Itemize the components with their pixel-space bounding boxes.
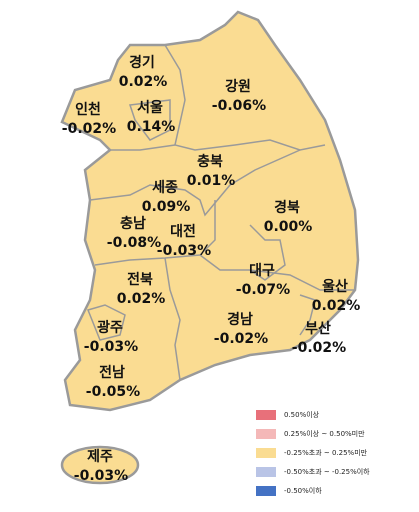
region-name: 강원: [225, 78, 251, 95]
region-name: 인천: [75, 101, 101, 118]
legend-label: 0.50%이상: [284, 410, 320, 419]
legend-label: -0.50%초과 ~ -0.25%이하: [284, 467, 370, 476]
region-value: -0.08%: [107, 235, 161, 251]
region-name: 충북: [197, 154, 223, 170]
region-value: -0.07%: [236, 282, 290, 298]
region-value: 0.02%: [119, 74, 168, 90]
region-value: 0.02%: [312, 298, 361, 314]
region-value: -0.02%: [62, 121, 116, 137]
legend-swatch: [256, 448, 276, 458]
legend-swatch: [256, 467, 276, 477]
region-name: 서울: [137, 99, 163, 116]
legend-label: 0.25%이상 ~ 0.50%미만: [284, 429, 365, 438]
region-name: 충남: [120, 215, 146, 232]
region-name: 부산: [305, 320, 331, 337]
jeju: [60, 445, 140, 485]
borders: [86, 44, 355, 381]
region-name: 광주: [97, 319, 123, 336]
region-value: -0.03%: [157, 243, 211, 259]
region-name: 전남: [99, 364, 125, 381]
region-value: -0.06%: [212, 98, 266, 114]
region-name: 경북: [274, 199, 300, 216]
legend-label: -0.25%초과 ~ 0.25%미만: [284, 448, 368, 457]
region-value: -0.03%: [84, 339, 138, 355]
region-name: 세종: [152, 180, 178, 196]
region-name: 경남: [227, 311, 253, 328]
region-value: 0.09%: [142, 199, 191, 215]
region-name: 제주: [87, 449, 113, 465]
region-value: 0.01%: [187, 173, 236, 189]
region-value: 0.14%: [127, 119, 176, 135]
region-value: 0.00%: [264, 219, 313, 235]
region-value: 0.02%: [117, 291, 166, 307]
legend-swatch: [256, 486, 276, 496]
region-name: 대구: [249, 263, 275, 279]
legend-swatch: [256, 429, 276, 439]
region-name: 전북: [127, 271, 153, 288]
legend-label: -0.50%이하: [284, 486, 322, 495]
region-value: -0.02%: [292, 340, 346, 356]
mainland: [60, 10, 360, 412]
region-name: 경기: [129, 54, 155, 71]
region-value: -0.05%: [86, 384, 140, 400]
region-name: 대전: [170, 223, 196, 240]
legend-swatch: [256, 410, 276, 420]
region-name: 울산: [322, 278, 348, 295]
region-value: -0.02%: [214, 331, 268, 347]
region-value: -0.03%: [74, 468, 128, 484]
